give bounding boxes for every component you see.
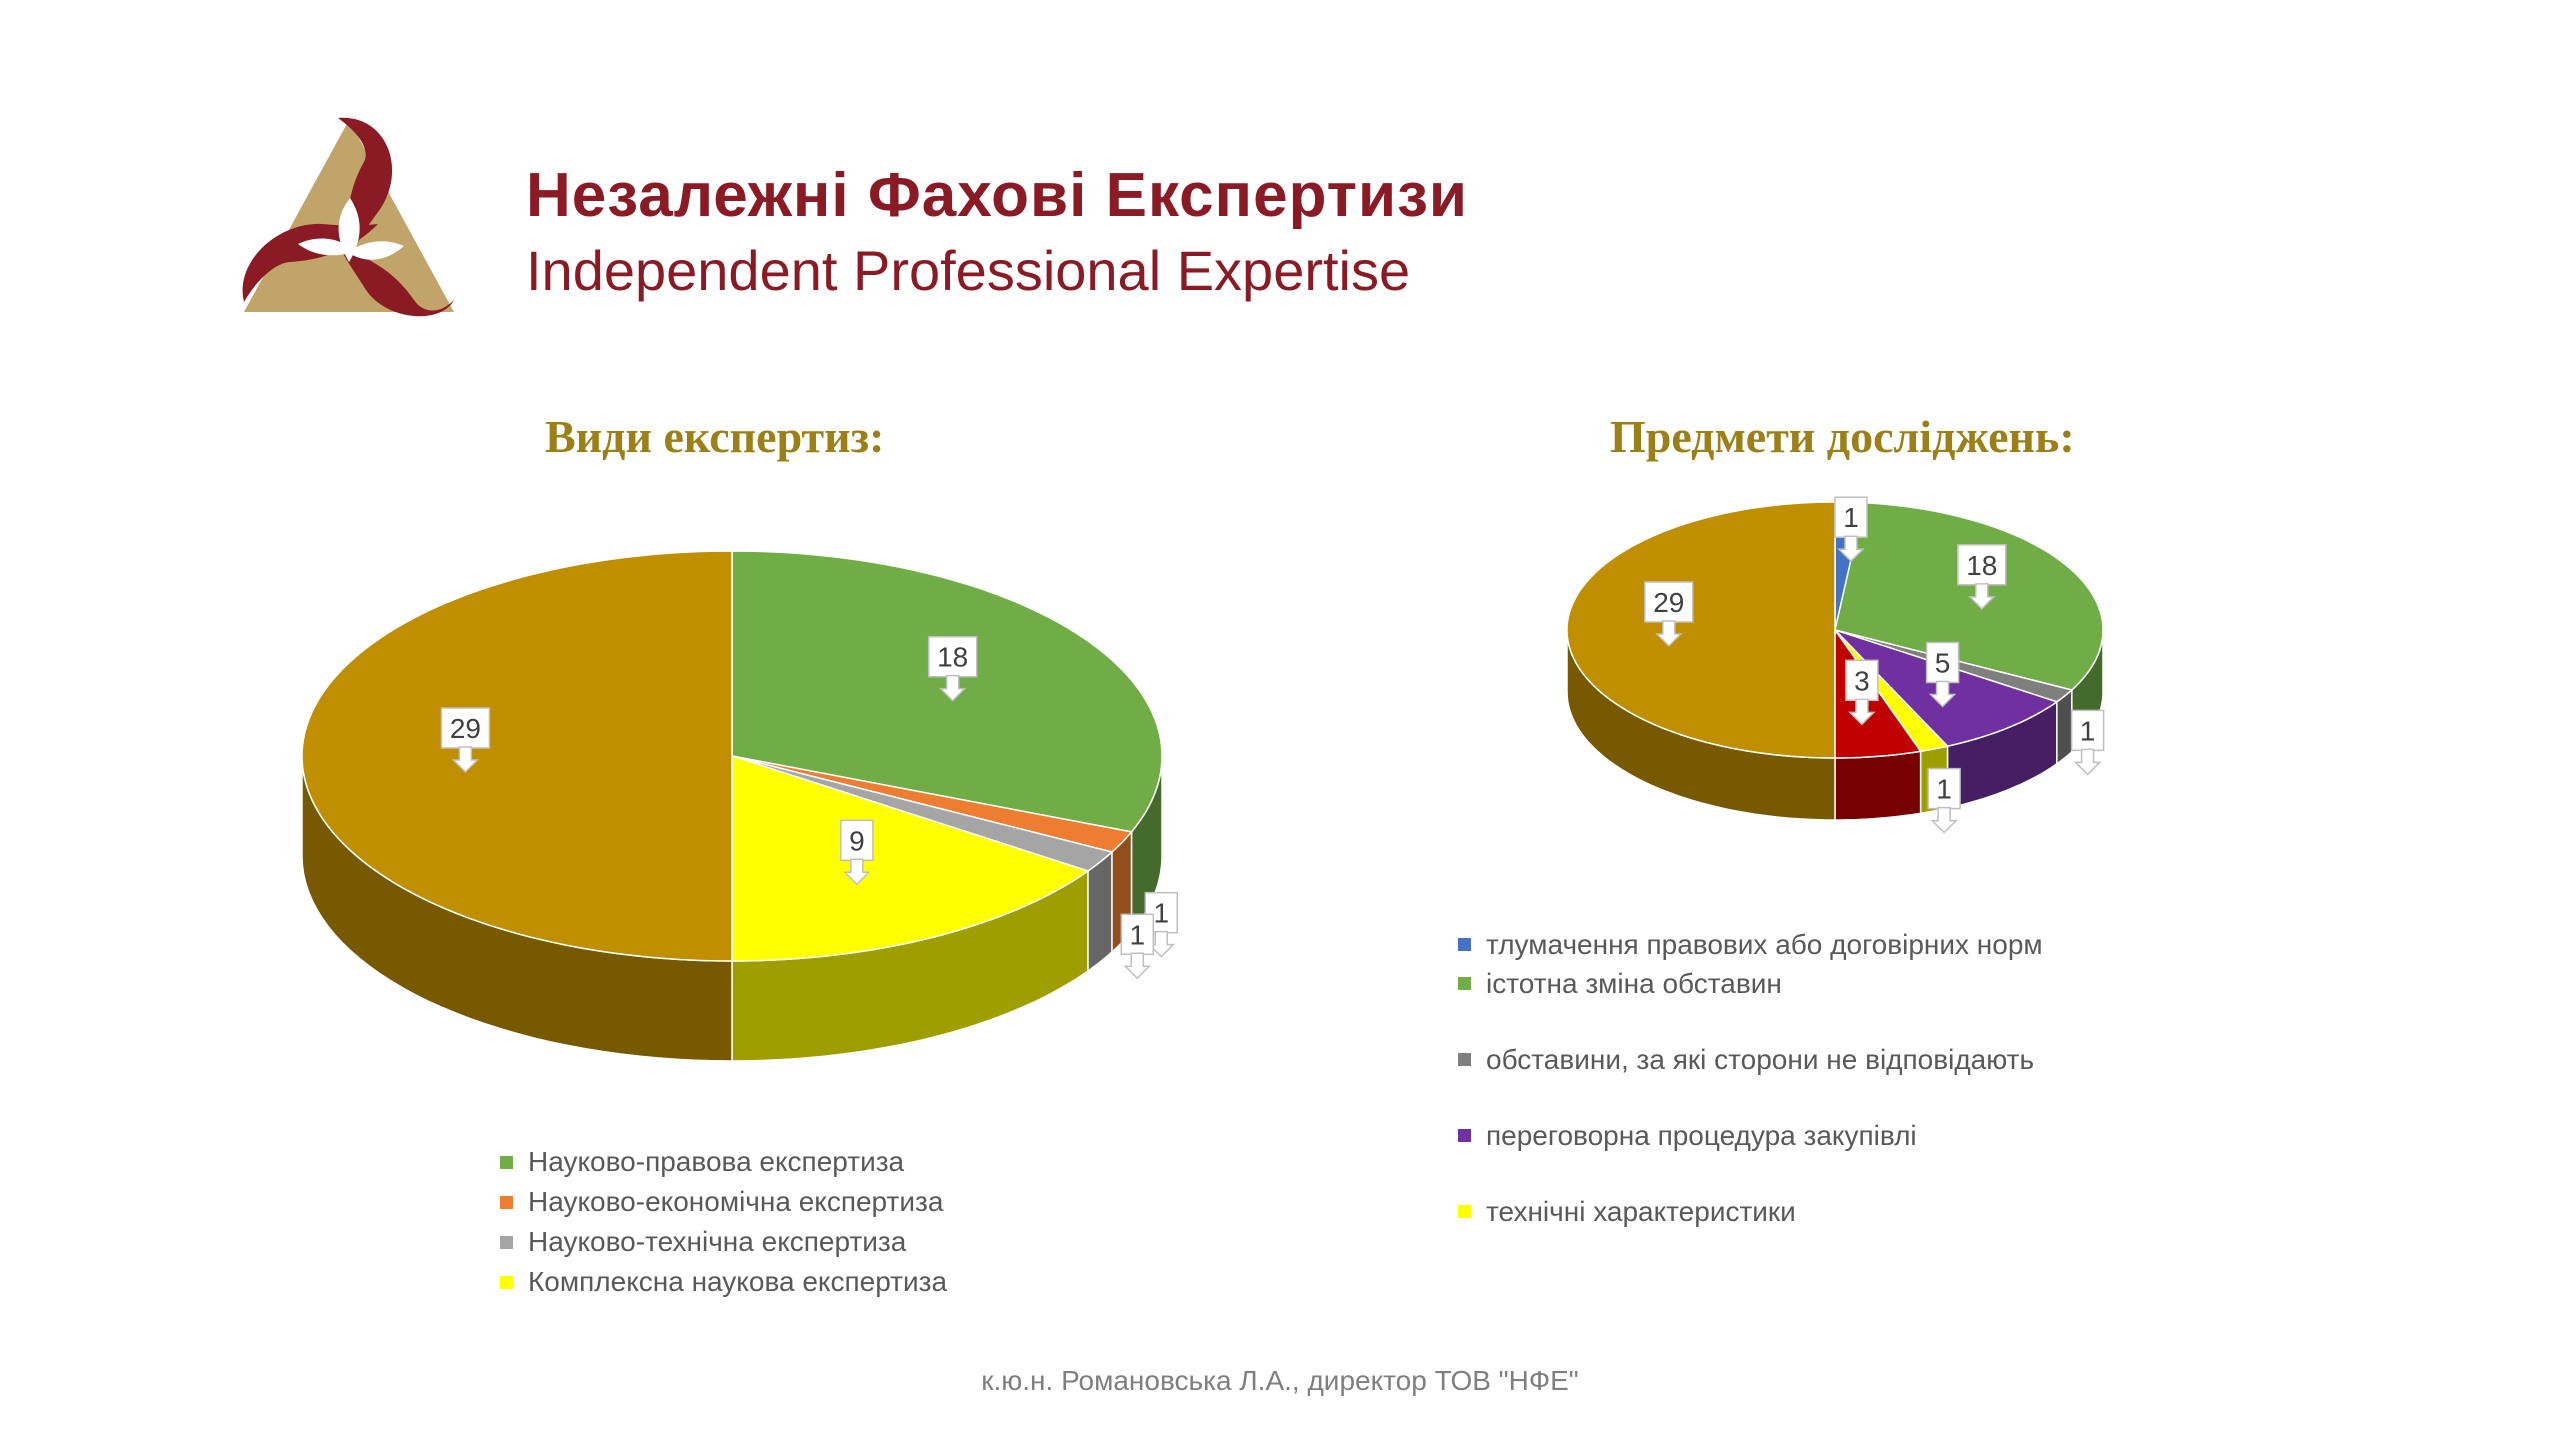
legend-label: істотна зміна обставин — [1486, 968, 1782, 999]
chart1-title: Види експертиз: — [545, 411, 885, 462]
chart1-data-label-text: 9 — [849, 825, 865, 856]
chart2-slice-side — [1834, 750, 1922, 821]
legend-label: Науково-економічна експертиза — [528, 1186, 944, 1217]
brand-subtitle: Independent Professional Expertise — [526, 239, 1411, 302]
legend-item: Науково-правова експертиза — [500, 1142, 947, 1182]
legend-swatch — [1458, 977, 1471, 990]
chart2-data-label: 1 — [1927, 767, 1961, 834]
chart2-data-label-text: 1 — [1843, 502, 1859, 533]
chart2-data-label: 29 — [1644, 581, 1694, 648]
chart1-data-label: 9 — [840, 819, 874, 886]
chart2-data-label-text: 18 — [1966, 550, 1997, 581]
legend-swatch — [1458, 1129, 1471, 1142]
legend-label: технічні характеристики — [1486, 1196, 1796, 1227]
legend-label: тлумачення правових або договірних норм — [1486, 929, 2043, 960]
chart1-data-label: 1 — [1120, 913, 1155, 980]
legend-label: Науково-правова експертиза — [528, 1146, 905, 1177]
legend-item: Науково-технічна експертиза — [500, 1222, 947, 1262]
legend-swatch — [500, 1196, 513, 1209]
legend-item: обставини, за які сторони не відповідают… — [1458, 1040, 2078, 1079]
chart1-data-label-text: 29 — [450, 713, 481, 744]
chart2-data-label-text: 1 — [1936, 774, 1952, 805]
legend-label: обставини, за які сторони не відповідают… — [1486, 1044, 2035, 1075]
chart1-data-label: 29 — [440, 707, 491, 774]
chart2-title: Предмети досліджень: — [1610, 411, 2075, 462]
chart2-legend: тлумачення правових або договірних норм … — [1458, 925, 2078, 1268]
chart1-slice — [731, 755, 1133, 853]
legend-label: переговорна процедура закупівлі — [1486, 1120, 1917, 1151]
chart2-data-label-text: 1 — [2080, 715, 2096, 746]
legend-swatch — [500, 1276, 513, 1289]
chart2-data-label: 3 — [1845, 659, 1879, 726]
chart1-slice — [731, 754, 1090, 962]
research-subjects-pie-chart: 1 18 1 5 1 3 29 — [1566, 496, 2105, 834]
chart2-data-label-text: 5 — [1935, 648, 1951, 679]
chart1-slice — [301, 550, 733, 962]
chart1-legend: Науково-правова експертиза Науково-еконо… — [500, 1142, 947, 1302]
legend-swatch — [500, 1156, 513, 1169]
legend-swatch — [500, 1236, 513, 1249]
legend-item: технічні характеристики — [1458, 1192, 2078, 1231]
legend-item: Комплексна наукова експертиза — [500, 1262, 947, 1302]
legend-item: Науково-економічна експертиза — [500, 1182, 947, 1222]
legend-swatch — [1458, 1205, 1471, 1218]
chart1-data-label-text: 1 — [1154, 898, 1170, 929]
legend-item: переговорна процедура закупівлі — [1458, 1116, 2078, 1155]
chart2-data-label-text: 29 — [1653, 587, 1684, 618]
chart1-data-label-text: 1 — [1130, 919, 1146, 950]
chart2-data-label-text: 3 — [1854, 665, 1870, 696]
legend-swatch — [1458, 938, 1471, 951]
legend-swatch — [1458, 1053, 1471, 1066]
chart1-data-label-text: 18 — [937, 642, 968, 673]
chart2-slice — [1566, 501, 1836, 759]
footer-author: к.ю.н. Романовська Л.А., директор ТОВ "Н… — [981, 1365, 1579, 1396]
chart1-slice-side — [1087, 850, 1113, 973]
expertise-types-pie-chart: 18 11 9 29 — [301, 550, 1179, 1062]
company-logo — [242, 117, 454, 317]
chart2-data-label: 18 — [1957, 544, 2007, 610]
legend-item: тлумачення правових або договірних норм — [1458, 925, 2078, 964]
chart2-data-label: 1 — [1834, 496, 1868, 563]
chart1-data-label: 18 — [927, 635, 978, 702]
legend-label: Науково-технічна експертиза — [528, 1226, 907, 1257]
legend-item: істотна зміна обставин — [1458, 964, 2078, 1003]
chart2-data-label: 5 — [1925, 641, 1960, 708]
chart1-slice — [731, 755, 1114, 872]
brand-title: Незалежні Фахові Експертизи — [526, 161, 1469, 230]
chart2-data-label: 1 — [2070, 709, 2105, 776]
legend-label: Комплексна наукова експертиза — [528, 1266, 948, 1297]
